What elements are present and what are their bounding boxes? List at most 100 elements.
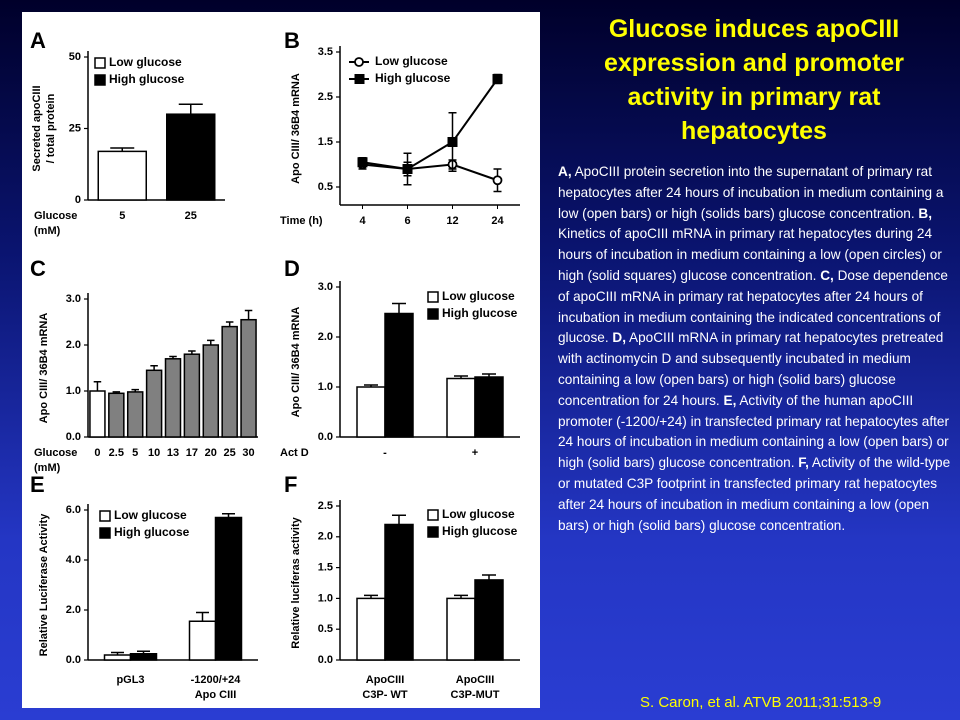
marker [357, 157, 368, 168]
line [362, 78, 499, 171]
y-tick-label: 3.0 [66, 293, 81, 305]
legend-label: Low glucose [442, 289, 515, 303]
bar [384, 312, 414, 438]
x-axis-label: (mM) [34, 462, 61, 474]
marker [492, 175, 503, 186]
panel-label: B [284, 28, 300, 53]
legend-swatch [99, 510, 111, 522]
title-line: Glucose induces apoCIII [608, 15, 900, 43]
y-tick-label: 0.5 [318, 623, 333, 635]
legend-label: High glucose [114, 525, 190, 539]
x-tick-label: 4 [359, 215, 366, 227]
legend-swatch [427, 291, 439, 303]
y-tick-label: 0.5 [318, 181, 333, 193]
y-tick-label: 1.5 [318, 562, 333, 574]
y-tick-label: 2.5 [318, 91, 333, 103]
y-axis-label: / total protein [45, 93, 57, 163]
y-axis-label: Relative Luciferase Activity [38, 513, 50, 657]
bar [129, 653, 158, 661]
y-tick-label: 2.0 [66, 604, 81, 616]
x-axis-label: (mM) [34, 225, 61, 237]
legend-swatch [427, 509, 439, 521]
bar [384, 523, 414, 661]
y-tick-label: 4.0 [66, 554, 81, 566]
caption-label: E, [723, 392, 737, 408]
y-tick-label: 0 [75, 194, 81, 206]
x-tick-label: ApoCIII [366, 674, 405, 686]
x-tick-label: 25 [224, 447, 236, 459]
y-tick-label: 2.0 [318, 531, 333, 543]
x-tick-label: Apo CIII [195, 689, 237, 701]
bar [356, 386, 386, 438]
y-axis-label: Apo CIII/ 36B4 mRNA [38, 313, 50, 424]
title-line: expression and promoter [603, 49, 905, 77]
y-tick-label: 2.5 [318, 500, 333, 512]
caption-text: Dose dependence of apoCIII mRNA in prima… [558, 267, 948, 346]
y-tick-label: 0.0 [66, 431, 81, 443]
panel-label: E [30, 472, 45, 497]
y-tick-label: 0.0 [66, 654, 81, 666]
x-tick-label: ApoCIII [456, 674, 495, 686]
y-tick-label: 50 [69, 51, 81, 63]
legend-label: High glucose [109, 72, 185, 86]
bar [97, 150, 147, 201]
bar [108, 392, 125, 438]
x-tick-label: 25 [185, 210, 197, 222]
legend-label: High glucose [442, 306, 518, 320]
legend-label: Low glucose [442, 507, 515, 521]
error-bar [392, 514, 406, 525]
legend-swatch [427, 526, 439, 538]
bar [183, 353, 201, 438]
bar [145, 369, 163, 438]
panel-label: F [284, 472, 297, 497]
x-axis-label: Glucose [34, 447, 77, 459]
x-tick-label: + [472, 447, 478, 459]
y-axis-label: Apo CIII/ 36B4 mRNA [290, 73, 302, 184]
legend-marker [354, 74, 365, 84]
caption-text: Activity of the wild-type or mutated C3P… [558, 455, 951, 533]
x-tick-label: 20 [205, 447, 217, 459]
marker [447, 137, 458, 147]
x-axis-label: Glucose [34, 210, 77, 222]
legend-marker [354, 57, 364, 67]
bar [166, 113, 216, 201]
error-bar [244, 309, 253, 320]
y-tick-label: 1.0 [318, 381, 333, 393]
x-tick-label: -1200/+24 [191, 674, 242, 686]
legend-label: High glucose [375, 71, 451, 85]
bar [202, 344, 220, 438]
y-tick-label: 6.0 [66, 504, 81, 516]
error-bar [93, 381, 102, 391]
panel-label: C [30, 256, 46, 281]
y-tick-label: 0.0 [318, 431, 333, 443]
y-tick-label: 2.0 [318, 331, 333, 343]
x-tick-label: pGL3 [116, 674, 144, 686]
bar [103, 654, 132, 661]
citation: S. Caron, et al. ATVB 2011;31:513-9 [640, 694, 882, 711]
caption-label: C, [820, 267, 834, 283]
bar [188, 620, 217, 661]
x-tick-label: 12 [446, 215, 458, 227]
x-tick-label: 30 [242, 447, 254, 459]
bar [240, 318, 257, 438]
error-bar [225, 321, 234, 327]
error-bar [196, 611, 209, 622]
error-bar [392, 302, 406, 314]
x-tick-label: 13 [167, 447, 179, 459]
legend-swatch [94, 57, 106, 69]
y-tick-label: 1.0 [318, 592, 333, 604]
bar [221, 325, 238, 438]
error-bar [178, 103, 203, 115]
x-tick-label: 0 [94, 447, 100, 459]
bar [214, 516, 243, 661]
x-tick-label: 6 [404, 215, 410, 227]
marker [492, 74, 503, 84]
y-axis-label: Relative luciferas activity [290, 516, 302, 648]
caption-label: F, [798, 455, 809, 471]
title-line: hepatocytes [681, 117, 827, 145]
legend-swatch [94, 74, 106, 86]
caption-text: ApoCIII protein secretion into the super… [558, 164, 944, 221]
caption-text: ApoCIII mRNA in primary rat hepatocytes … [558, 330, 944, 408]
